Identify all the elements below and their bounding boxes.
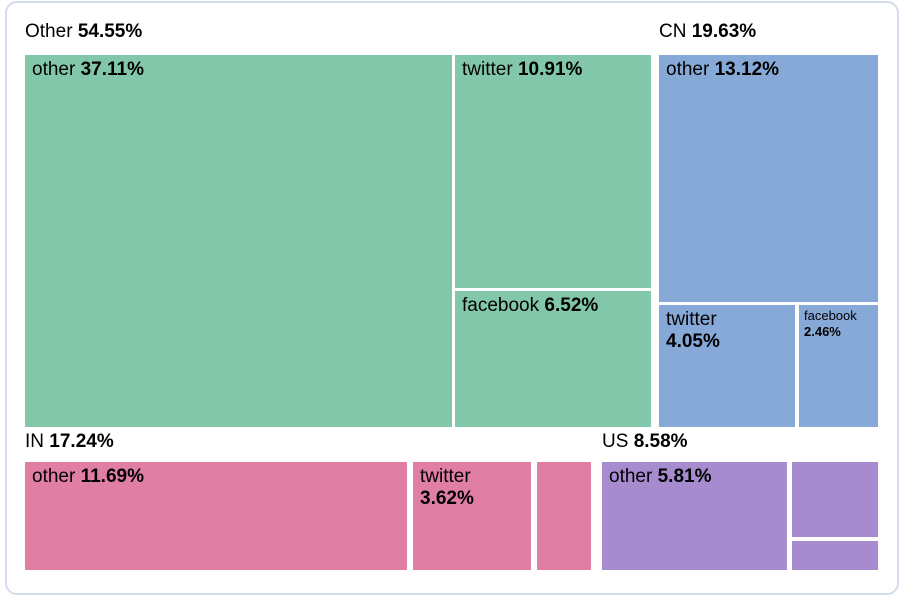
cell-label: twitter 4.05%	[659, 305, 795, 358]
cell-pct: 3.62%	[420, 488, 474, 510]
treemap-cell-other-other[interactable]: other 37.11%	[25, 55, 452, 427]
cell-name: twitter	[462, 59, 513, 80]
group-pct: 8.58%	[633, 431, 688, 452]
treemap-cell-cn-other[interactable]: other 13.12%	[659, 55, 878, 302]
cell-label: other 37.11%	[25, 55, 452, 85]
treemap-cell-other-facebook[interactable]: facebook 6.52%	[455, 291, 651, 427]
cell-pct: 6.52%	[544, 295, 599, 316]
treemap-cell-us-unlabeled-2[interactable]	[792, 541, 878, 570]
treemap-cell-in-unlabeled-2[interactable]	[537, 462, 591, 570]
treemap-cell-cn-twitter[interactable]: twitter 4.05%	[659, 305, 795, 427]
treemap-cell-us-unlabeled-1[interactable]	[792, 462, 878, 537]
group-pct: 54.55%	[77, 21, 143, 42]
group-header-cn: CN 19.63%	[659, 21, 756, 43]
group-name: US	[602, 431, 629, 452]
cell-name: other	[609, 466, 653, 487]
group-name: IN	[25, 431, 44, 452]
group-header-us: US 8.58%	[602, 431, 688, 453]
group-pct: 19.63%	[691, 21, 757, 42]
cell-pct: 5.81%	[657, 466, 712, 487]
treemap-cell-in-other[interactable]: other 11.69%	[25, 462, 407, 570]
cell-name: facebook	[462, 295, 540, 316]
treemap-cell-us-other[interactable]: other 5.81%	[602, 462, 787, 570]
cell-name: facebook	[804, 308, 857, 323]
cell-pct: 37.11%	[80, 59, 144, 80]
cell-pct: 10.91%	[517, 59, 583, 80]
cell-name: twitter	[666, 309, 717, 330]
cell-name: other	[32, 59, 76, 80]
treemap-cell-cn-facebook[interactable]: facebook 2.46%	[799, 305, 878, 427]
group-pct: 17.24%	[49, 431, 114, 452]
cell-label: twitter 3.62%	[413, 462, 531, 515]
cell-name: other	[666, 59, 710, 80]
cell-name: other	[32, 466, 76, 487]
cell-label: facebook 6.52%	[455, 291, 651, 321]
group-header-other: Other 54.55%	[25, 21, 142, 43]
group-name: Other	[25, 21, 73, 42]
cell-label: twitter 10.91%	[455, 55, 651, 85]
cell-pct: 11.69%	[80, 466, 144, 487]
cell-label: other 11.69%	[25, 462, 407, 492]
cell-label: other 13.12%	[659, 55, 878, 85]
treemap-cell-other-twitter[interactable]: twitter 10.91%	[455, 55, 651, 288]
cell-name: twitter	[420, 466, 471, 487]
group-name: CN	[659, 21, 687, 42]
cell-label: other 5.81%	[602, 462, 787, 492]
group-header-in: IN 17.24%	[25, 431, 114, 453]
cell-pct: 4.05%	[666, 331, 720, 353]
cell-pct: 13.12%	[714, 59, 780, 80]
cell-label: facebook 2.46%	[799, 305, 878, 342]
treemap-cell-in-twitter[interactable]: twitter 3.62%	[413, 462, 531, 570]
cell-pct: 2.46%	[804, 323, 841, 339]
